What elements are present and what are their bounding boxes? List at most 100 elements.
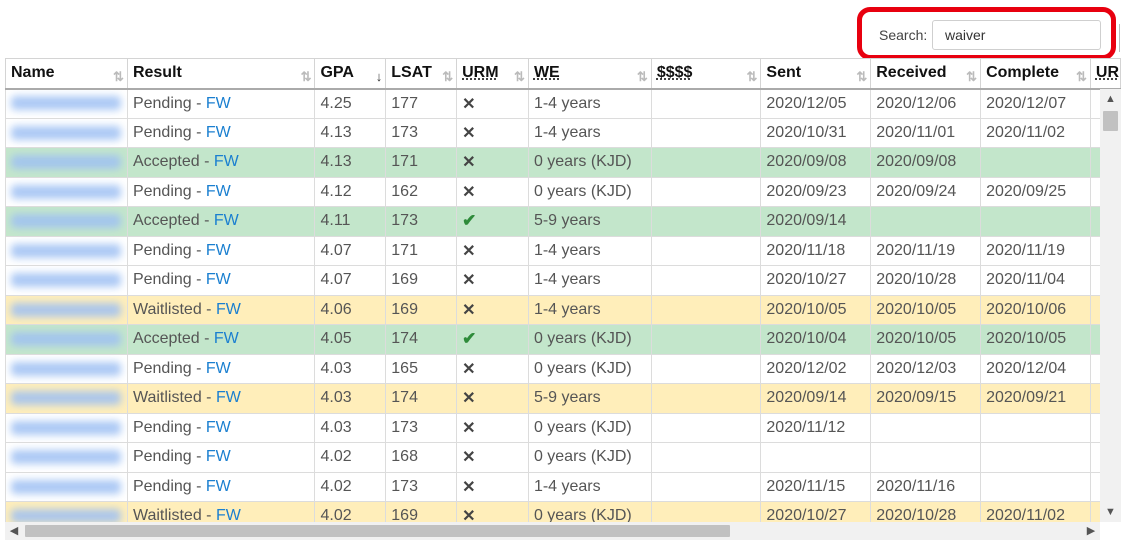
- sent-cell: 2020/11/12: [761, 413, 871, 443]
- horizontal-scroll-thumb[interactable]: [25, 525, 730, 537]
- blurred-name-link[interactable]: [11, 155, 121, 169]
- urm-cell: ✕: [457, 443, 529, 473]
- column-header-money[interactable]: $$$$ ⇅: [651, 59, 761, 89]
- fw-link[interactable]: FW: [214, 330, 239, 347]
- sent-cell: 2020/09/14: [761, 384, 871, 414]
- sent-cell: [761, 443, 871, 473]
- name-cell[interactable]: [6, 472, 128, 502]
- name-cell[interactable]: [6, 413, 128, 443]
- sent-cell: 2020/09/14: [761, 207, 871, 237]
- scroll-up-icon[interactable]: ▲: [1100, 89, 1121, 109]
- lsat-cell: 174: [386, 384, 457, 414]
- urm-cell: ✕: [457, 236, 529, 266]
- blurred-name-link[interactable]: [11, 450, 121, 464]
- blurred-name-link[interactable]: [11, 96, 121, 110]
- name-cell[interactable]: [6, 89, 128, 119]
- scroll-down-icon[interactable]: ▼: [1100, 502, 1121, 522]
- scroll-left-icon[interactable]: ◀: [5, 522, 23, 540]
- column-header-urm[interactable]: URM ⇅: [457, 59, 529, 89]
- fw-link[interactable]: FW: [206, 448, 231, 465]
- received-cell: 2020/09/08: [871, 148, 981, 178]
- fw-link[interactable]: FW: [206, 242, 231, 259]
- fw-link[interactable]: FW: [216, 507, 241, 522]
- name-cell[interactable]: [6, 177, 128, 207]
- gpa-cell: 4.25: [315, 89, 386, 119]
- results-table: Name ⇅ Result ⇅ GPA ↓ LSAT ⇅ URM ⇅ WE ⇅ $$$$ ⇅ Sent ⇅ Re…: [5, 58, 1121, 522]
- received-cell: 2020/10/05: [871, 325, 981, 355]
- name-cell[interactable]: [6, 118, 128, 148]
- gpa-cell: 4.05: [315, 325, 386, 355]
- name-cell[interactable]: [6, 325, 128, 355]
- column-header-label: WE: [534, 64, 560, 81]
- blurred-name-link[interactable]: [11, 480, 121, 494]
- fw-link[interactable]: FW: [206, 271, 231, 288]
- result-cell: Pending - FW: [127, 89, 315, 119]
- fw-link[interactable]: FW: [206, 419, 231, 436]
- column-header-received[interactable]: Received ⇅: [871, 59, 981, 89]
- scroll-right-icon[interactable]: ▶: [1082, 522, 1100, 540]
- horizontal-scrollbar[interactable]: ◀ ▶: [5, 522, 1100, 540]
- column-header-complete[interactable]: Complete ⇅: [981, 59, 1091, 89]
- name-cell[interactable]: [6, 266, 128, 296]
- blurred-name-link[interactable]: [11, 391, 121, 405]
- name-cell[interactable]: [6, 236, 128, 266]
- fw-link[interactable]: FW: [214, 212, 239, 229]
- blurred-name-link[interactable]: [11, 509, 121, 522]
- column-header-ur[interactable]: UR: [1090, 59, 1120, 89]
- received-cell: [871, 207, 981, 237]
- fw-link[interactable]: FW: [206, 124, 231, 141]
- fw-link[interactable]: FW: [216, 389, 241, 406]
- lsat-cell: 169: [386, 266, 457, 296]
- received-cell: 2020/10/05: [871, 295, 981, 325]
- fw-link[interactable]: FW: [206, 95, 231, 112]
- table-row: Waitlisted - FW 4.03 174 ✕ 5-9 years 2020/09/…: [6, 384, 1121, 414]
- result-cell: Accepted - FW: [127, 148, 315, 178]
- table-row: Pending - FW 4.07 169 ✕ 1-4 years 2020/10/27 2…: [6, 266, 1121, 296]
- vertical-scroll-thumb[interactable]: [1103, 111, 1118, 131]
- blurred-name-link[interactable]: [11, 244, 121, 258]
- blurred-name-link[interactable]: [11, 303, 121, 317]
- vertical-scrollbar[interactable]: ▲ ▼: [1100, 89, 1121, 522]
- name-cell[interactable]: [6, 148, 128, 178]
- column-header-label: Name: [11, 64, 55, 81]
- name-cell[interactable]: [6, 295, 128, 325]
- name-cell[interactable]: [6, 502, 128, 523]
- received-cell: 2020/09/24: [871, 177, 981, 207]
- column-header-name[interactable]: Name ⇅: [6, 59, 128, 89]
- gpa-cell: 4.03: [315, 413, 386, 443]
- table-row: Pending - FW 4.03 173 ✕ 0 years (KJD) 2020/11…: [6, 413, 1121, 443]
- sent-cell: 2020/10/27: [761, 502, 871, 523]
- blurred-name-link[interactable]: [11, 273, 121, 287]
- result-status: Pending: [133, 271, 192, 288]
- name-cell[interactable]: [6, 207, 128, 237]
- column-header-we[interactable]: WE ⇅: [528, 59, 651, 89]
- results-table-container: Name ⇅ Result ⇅ GPA ↓ LSAT ⇅ URM ⇅ WE ⇅ $$$$ ⇅ Sent ⇅ Re…: [5, 58, 1121, 522]
- result-status: Pending: [133, 95, 192, 112]
- blurred-name-link[interactable]: [11, 362, 121, 376]
- gpa-cell: 4.11: [315, 207, 386, 237]
- column-header-result[interactable]: Result ⇅: [127, 59, 315, 89]
- name-cell[interactable]: [6, 354, 128, 384]
- table-row: Pending - FW 4.03 165 ✕ 0 years (KJD) 2020/12…: [6, 354, 1121, 384]
- blurred-name-link[interactable]: [11, 421, 121, 435]
- blurred-name-link[interactable]: [11, 214, 121, 228]
- blurred-name-link[interactable]: [11, 332, 121, 346]
- column-header-lsat[interactable]: LSAT ⇅: [386, 59, 457, 89]
- column-header-sent[interactable]: Sent ⇅: [761, 59, 871, 89]
- column-header-gpa[interactable]: GPA ↓: [315, 59, 386, 89]
- fw-link[interactable]: FW: [206, 478, 231, 495]
- fw-link[interactable]: FW: [206, 360, 231, 377]
- fw-link[interactable]: FW: [206, 183, 231, 200]
- name-cell[interactable]: [6, 384, 128, 414]
- fw-link[interactable]: FW: [214, 153, 239, 170]
- panel-edge: [1119, 24, 1126, 52]
- blurred-name-link[interactable]: [11, 185, 121, 199]
- name-cell[interactable]: [6, 443, 128, 473]
- received-cell: [871, 413, 981, 443]
- we-cell: 5-9 years: [528, 207, 651, 237]
- table-row: Pending - FW 4.02 168 ✕ 0 years (KJD): [6, 443, 1121, 473]
- search-input[interactable]: [932, 20, 1101, 50]
- blurred-name-link[interactable]: [11, 126, 121, 140]
- fw-link[interactable]: FW: [216, 301, 241, 318]
- we-cell: 0 years (KJD): [528, 354, 651, 384]
